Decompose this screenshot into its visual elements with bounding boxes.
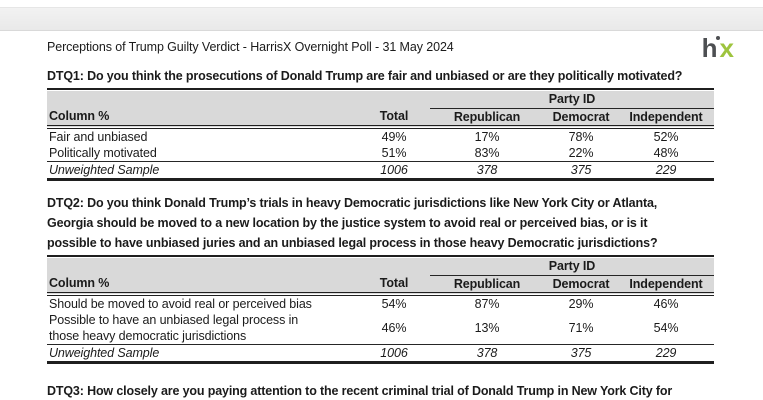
party-id-header: Party ID [430, 258, 715, 276]
cell-republican: 17% [474, 129, 500, 144]
cell-total: 49% [381, 129, 407, 144]
cell-independent: 229 [618, 161, 715, 181]
logo-letter-h: h [701, 33, 718, 63]
party-id-group-row: Party ID [47, 91, 715, 109]
question-heading-dtq1: DTQ1: Do you think the prosecutions of D… [47, 66, 714, 90]
document-title: Perceptions of Trump Guilty Verdict - Ha… [47, 40, 454, 54]
group-row-spacer [47, 91, 430, 108]
row-label: Politically motivated [49, 145, 157, 160]
cell-independent: 52% [653, 129, 679, 144]
unweighted-sample-row: Unweighted Sample 1006 378 375 229 [47, 343, 715, 364]
column-header-row: Column % Total Republican Democrat Indep… [47, 108, 715, 129]
cell-democrat: 29% [568, 296, 594, 311]
table-row: Should be moved to avoid real or perceiv… [47, 294, 714, 312]
cell-republican: 83% [474, 145, 500, 160]
party-id-group-row: Party ID [47, 258, 715, 276]
cell-total: 46% [381, 320, 407, 335]
table-row: Fair and unbiased 49% 17% 78% 52% [47, 127, 714, 145]
poll-table-dtq1: Party ID Column % Total Republican Democ… [47, 91, 715, 181]
column-header-republican: Republican [430, 275, 544, 296]
cell-republican: 378 [430, 343, 544, 364]
cell-democrat: 22% [568, 145, 594, 160]
column-header-total: Total [358, 275, 430, 296]
cell-independent: 229 [618, 343, 715, 364]
unweighted-sample-row: Unweighted Sample 1006 378 375 229 [47, 161, 715, 181]
column-header-independent: Independent [618, 275, 715, 296]
column-header-independent: Independent [618, 108, 715, 129]
cell-democrat: 78% [568, 129, 594, 144]
party-id-header: Party ID [430, 91, 715, 109]
cell-total: 54% [381, 296, 407, 311]
logo-letter-x: x [719, 33, 735, 63]
row-label: Unweighted Sample [47, 161, 358, 181]
cell-independent: 48% [653, 145, 679, 160]
column-header-total: Total [358, 108, 430, 129]
cell-democrat: 71% [568, 320, 594, 335]
cell-total: 51% [381, 145, 407, 160]
column-header-row: Column % Total Republican Democrat Indep… [47, 275, 715, 296]
cell-republican: 378 [430, 161, 544, 181]
cell-democrat: 375 [544, 161, 618, 181]
column-header-label: Column % [47, 275, 358, 296]
column-header-republican: Republican [430, 108, 544, 129]
cell-independent: 54% [653, 320, 679, 335]
poll-table-dtq2: Party ID Column % Total Republican Democ… [47, 258, 715, 364]
cell-democrat: 375 [544, 343, 618, 364]
question-heading-dtq2: DTQ2: Do you think Donald Trump’s trials… [47, 193, 714, 257]
cell-republican: 13% [474, 320, 500, 335]
table-row: Possible to have an unbiased legal proce… [47, 312, 714, 345]
group-row-spacer [47, 258, 430, 275]
cell-independent: 46% [653, 296, 679, 311]
cell-total: 1006 [358, 161, 430, 181]
column-header-label: Column % [47, 108, 358, 129]
column-header-democrat: Democrat [544, 275, 618, 296]
column-header-democrat: Democrat [544, 108, 618, 129]
row-label: Possible to have an unbiased legal proce… [49, 312, 299, 343]
table-row: Politically motivated 51% 83% 22% 48% [47, 145, 714, 162]
logo-dot-icon [715, 36, 720, 40]
cell-total: 1006 [358, 343, 430, 364]
question-heading-dtq3: DTQ3: How closely are you paying attenti… [47, 383, 673, 398]
cell-republican: 87% [474, 296, 500, 311]
viewer-toolbar [0, 7, 763, 31]
row-label: Fair and unbiased [49, 129, 148, 144]
row-label: Unweighted Sample [47, 343, 358, 364]
row-label: Should be moved to avoid real or perceiv… [49, 296, 312, 311]
